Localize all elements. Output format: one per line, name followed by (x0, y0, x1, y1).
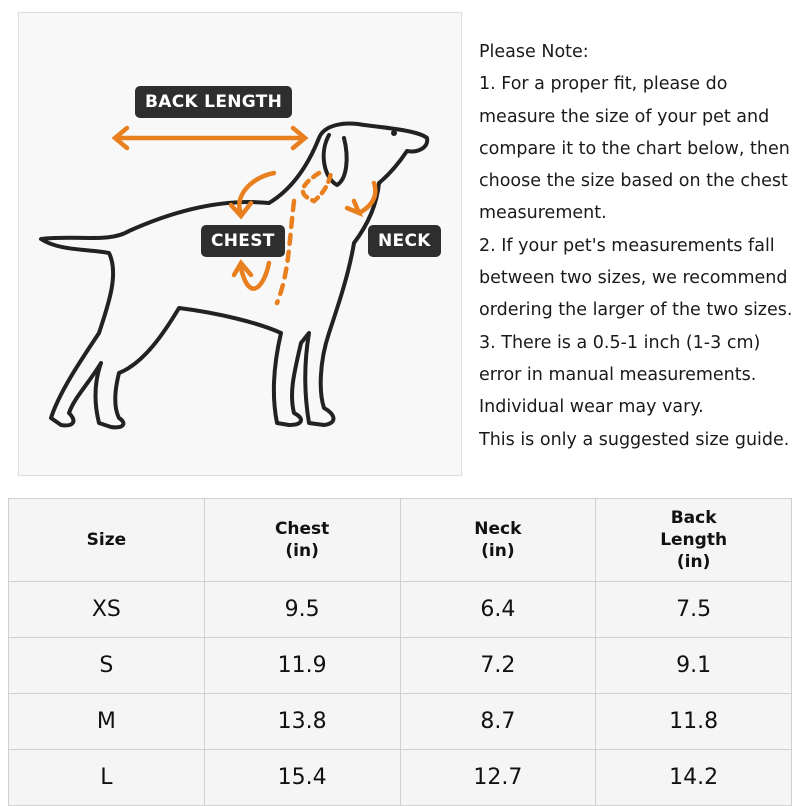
table-cell: 11.9 (203, 637, 401, 694)
column-header-text: (in) (285, 541, 319, 561)
column-header-text: Neck (474, 519, 522, 539)
table-cell: 7.2 (399, 637, 597, 694)
note-line: measurement. (479, 203, 607, 224)
table-cell: 15.4 (203, 749, 401, 806)
column-header-text: Length (660, 530, 728, 550)
note-line: 1. For a proper fit, please do (479, 74, 728, 95)
table-cell: 12.7 (399, 749, 597, 806)
table-cell: XS (8, 581, 205, 638)
table-cell: 11.8 (595, 693, 792, 750)
note-line: 3. There is a 0.5-1 inch (1-3 cm) (479, 332, 761, 353)
table-cell: 13.8 (203, 693, 401, 750)
note-line: error in manual measurements. (479, 364, 757, 385)
back-length-label: BACK LENGTH (135, 86, 293, 118)
table-cell: 14.2 (595, 749, 792, 806)
column-header-text: (in) (481, 541, 515, 561)
column-header: Size (8, 498, 205, 582)
note-line: Please Note: (479, 42, 589, 62)
table-cell: S (8, 637, 205, 694)
column-header: Chest (in) (203, 498, 401, 582)
note-line: measure the size of your pet and (479, 106, 770, 127)
column-header-text: (in) (676, 552, 711, 572)
note-line: 2. If your pet's measurements fall (479, 235, 775, 256)
note-line: choose the size based on the chest (479, 171, 788, 192)
dog-measurement-diagram: BACK LENGTH CHEST NECK (18, 12, 462, 476)
table-header-row: Size Chest (in) Neck (in) Back Length (in) (8, 498, 792, 582)
table-cell: 9.5 (203, 581, 401, 638)
column-header-text: Size (86, 530, 127, 550)
column-header: Neck (in) (399, 498, 597, 582)
column-header-text: Chest (274, 519, 330, 539)
chest-label: CHEST (201, 225, 285, 257)
table-cell: 8.7 (399, 693, 597, 750)
note-line: ordering the larger of the two sizes. (479, 300, 793, 321)
column-header-text: Back (670, 508, 717, 528)
column-header: Back Length (in) (595, 498, 792, 582)
table-row: XS 9.5 6.4 7.5 (8, 581, 792, 638)
size-note: Please Note: 1. For a proper fit, please… (479, 36, 799, 456)
neck-label: NECK (368, 225, 441, 257)
note-line: This is only a suggested size guide. (479, 429, 790, 450)
table-row: L 15.4 12.7 14.2 (8, 749, 792, 806)
table-cell: L (8, 749, 205, 806)
note-line: compare it to the chart below, then (479, 138, 790, 159)
table-row: S 11.9 7.2 9.1 (8, 637, 792, 694)
note-line: Individual wear may vary. (479, 397, 704, 418)
table-cell: 9.1 (595, 637, 792, 694)
table-cell: 6.4 (399, 581, 597, 638)
note-line: between two sizes, we recommend (479, 268, 788, 289)
table-cell: M (8, 693, 205, 750)
size-chart-table: Size Chest (in) Neck (in) Back Length (in) XS 9.… (8, 498, 792, 806)
dog-outline-illustration (39, 121, 430, 430)
table-row: M 13.8 8.7 11.8 (8, 693, 792, 750)
table-cell: 7.5 (595, 581, 792, 638)
